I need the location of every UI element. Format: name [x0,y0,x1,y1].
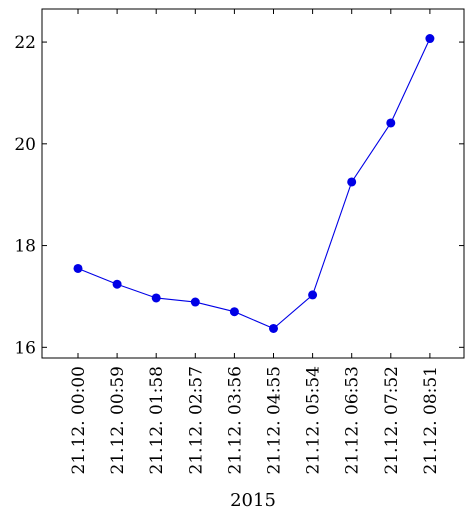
y-tick-label: 18 [14,237,36,257]
plot-frame [41,8,465,359]
x-tick-label: 21.12. 00:59 [108,366,128,474]
data-point [112,279,122,289]
y-tick-label: 22 [14,33,36,53]
x-axis-ticks: 21.12. 00:00 21.12. 00:59 21.12. 01:58 21.1… [69,9,441,474]
data-point [73,263,83,273]
series-group [73,34,435,333]
x-tick-label: 21.12. 03:56 [225,366,245,474]
data-point [269,323,278,333]
x-tick-label: 21.12. 07:52 [382,366,402,474]
data-point [425,34,435,44]
data-point [151,293,161,303]
data-point [308,290,318,300]
x-tick-label: 21.12. 00:00 [69,366,89,474]
x-tick-label: 21.12. 05:54 [304,366,324,474]
x-tick-label: 21.12. 06:53 [343,366,363,474]
x-tick-label: 21.12. 04:55 [265,366,285,474]
x-tick-label: 21.12. 01:58 [147,366,167,474]
data-point [229,307,239,317]
x-tick-label: 21.12. 02:57 [186,366,206,474]
data-point [190,297,200,307]
series-line [77,38,431,330]
y-tick-label: 20 [14,135,36,155]
x-axis-label: 2015 [230,490,276,511]
y-tick-label: 16 [14,338,36,358]
data-point [347,177,357,187]
data-point [386,118,396,128]
y-axis-ticks: 16 18 20 22 [14,33,464,358]
x-tick-label: 21.12. 08:51 [421,366,441,474]
